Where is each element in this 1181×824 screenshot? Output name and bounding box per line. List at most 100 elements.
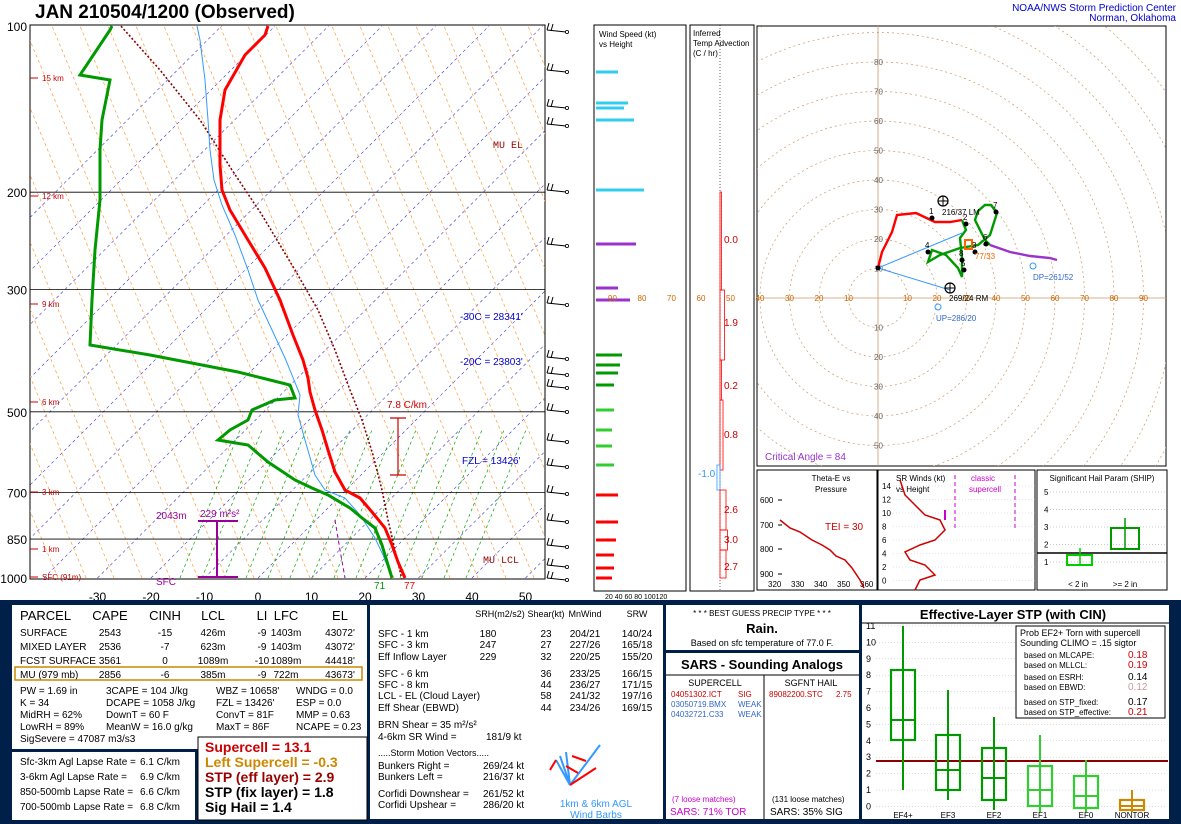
stp-row-value: 0.12 bbox=[1128, 682, 1148, 693]
wind-barb bbox=[546, 365, 570, 377]
wind-barb bbox=[546, 570, 570, 583]
thermo-param: FZL = 13426' bbox=[216, 698, 275, 709]
kin-cell: 227/26 bbox=[570, 640, 601, 651]
parcel-cell: 426m bbox=[200, 628, 225, 639]
theta-x-tick: 320 bbox=[768, 580, 782, 589]
advection-value: 3.0 bbox=[724, 535, 738, 546]
hod-point bbox=[972, 249, 978, 255]
wind-barb bbox=[546, 432, 570, 444]
hod-y-tick-neg: 20 bbox=[874, 353, 883, 362]
downdraft-trace bbox=[334, 519, 346, 579]
stp-row-label: based on ESRH: bbox=[1024, 673, 1084, 682]
parcel-cell: 1403m bbox=[271, 628, 302, 639]
parcel-cell: 3561 bbox=[99, 656, 122, 667]
hod-point-label: 5 bbox=[961, 259, 966, 268]
bunkers-left: Bunkers Left = bbox=[378, 772, 443, 783]
kin-layer: Eff Inflow Layer bbox=[378, 652, 447, 663]
hod-x-tick: 80 bbox=[638, 294, 647, 303]
kin-header: SRW bbox=[627, 609, 648, 619]
kin-cell: 169/15 bbox=[622, 703, 653, 714]
kin-layer: SFC - 8 km bbox=[378, 680, 429, 691]
theta-p-tick: 900 bbox=[760, 570, 774, 579]
stp-row-label: based on EBWD: bbox=[1024, 683, 1085, 692]
thermo-param: PW = 1.69 in bbox=[20, 686, 78, 697]
hod-point-label: 6 bbox=[983, 233, 988, 242]
hod-x-tick: 90 bbox=[1139, 294, 1148, 303]
parcel-cell: 2543 bbox=[99, 628, 122, 639]
cape-height-label: 2043m bbox=[156, 511, 187, 522]
parcel-cell: -15 bbox=[158, 628, 173, 639]
parcel-trace bbox=[119, 25, 403, 579]
thermo-param: K = 34 bbox=[20, 698, 50, 709]
kin-cell: 36 bbox=[540, 669, 552, 680]
thermo-param: SigSevere = 47087 m3/s3 bbox=[20, 734, 136, 745]
wind-panel-title2: vs Height bbox=[599, 40, 633, 49]
wind-barb bbox=[546, 182, 570, 194]
hod-point-label: 2 bbox=[963, 213, 968, 222]
kin-cell: 140/24 bbox=[622, 629, 653, 640]
m20c-label: -20C = 23803' bbox=[460, 357, 523, 368]
advection-bars: 0.0 1.9 0.2 0.8 -1.0 2.6 3.0 2.7 bbox=[698, 191, 738, 579]
composite-param: STP (fix layer) = 1.8 bbox=[205, 784, 334, 800]
wind-barb bbox=[546, 557, 570, 570]
hod-x-tick: 10 bbox=[903, 294, 912, 303]
advection-value: 0.2 bbox=[724, 381, 738, 392]
parcel-header: CINH bbox=[149, 608, 181, 623]
wetbulb-profile bbox=[196, 25, 393, 579]
hod-x-tick: 20 bbox=[815, 294, 824, 303]
kin-cell: 234/26 bbox=[570, 703, 601, 714]
kin-cell: 165/18 bbox=[622, 640, 653, 651]
advection-bar bbox=[719, 359, 722, 401]
temp-tick: 0 bbox=[255, 590, 262, 604]
lapse-label: Sfc-3km Agl Lapse Rate = bbox=[20, 757, 136, 768]
kin-cell: 247 bbox=[480, 640, 497, 651]
ship-x2: >= 2 in bbox=[1113, 580, 1137, 589]
parcel-table: PARCEL CAPE CINH LCL LI LFC EL SURFACE 2543 -15 42… bbox=[20, 608, 355, 681]
kinematic-table: SRH(m2/s2) Shear(kt) MnWind SRW SFC - 1 km 18… bbox=[378, 609, 653, 821]
hod-y-tick: 30 bbox=[874, 206, 883, 215]
stp-x-label: EF3 bbox=[941, 811, 956, 820]
kin-cell: 233/25 bbox=[570, 669, 601, 680]
adv-title2: Temp Advection bbox=[693, 39, 749, 48]
hod-x-tick: 80 bbox=[1110, 294, 1119, 303]
kin-layer: LCL - EL (Cloud Layer) bbox=[378, 691, 480, 702]
pressure-tick: 200 bbox=[7, 186, 27, 200]
srw-y-tick: 14 bbox=[882, 482, 891, 491]
parcel-header: EL bbox=[332, 608, 348, 623]
thermo-param: ESP = 0.0 bbox=[296, 698, 342, 709]
kin-cell: 155/20 bbox=[622, 652, 653, 663]
kin-cell: 197/16 bbox=[622, 691, 653, 702]
lapse-label: 700-500mb Lapse Rate = bbox=[20, 802, 133, 813]
precip-type: Rain. bbox=[746, 621, 778, 636]
hod-x-tick: 30 bbox=[962, 294, 971, 303]
brn-shear: BRN Shear = 35 m²/s² bbox=[378, 720, 477, 731]
parcel-cell: -9 bbox=[258, 628, 267, 639]
hod-x-tick: 30 bbox=[785, 294, 794, 303]
wind-barb bbox=[546, 512, 570, 525]
stp-x-label: EF1 bbox=[1033, 811, 1048, 820]
sars-sup-match: 04051302.ICT bbox=[671, 690, 722, 699]
wind-speed-panel: Wind Speed (kt) vs Height 20 40 60 80 10… bbox=[593, 24, 687, 601]
kin-cell: 180 bbox=[480, 629, 497, 640]
kin-cell: 236/27 bbox=[570, 680, 601, 691]
hod-x-tick: 50 bbox=[1021, 294, 1030, 303]
lapse-value: 6.1 C/km bbox=[140, 757, 180, 768]
hod-x-tick: 50 bbox=[726, 294, 735, 303]
wind-barbs bbox=[546, 22, 570, 583]
sars-loose1: (7 loose matches) bbox=[672, 795, 736, 804]
hod-point bbox=[929, 215, 935, 221]
hod-x-tick: 90 bbox=[608, 294, 617, 303]
hod-y-tick-neg: 10 bbox=[874, 324, 883, 333]
wind-barb bbox=[546, 22, 570, 34]
theta-p-tick: 700 bbox=[760, 521, 774, 530]
srw-title2: vs Height bbox=[896, 485, 930, 494]
precip-basis: Based on sfc temperature of 77.0 F. bbox=[691, 638, 834, 648]
wind-barb bbox=[546, 236, 570, 248]
kin-cell: 241/32 bbox=[570, 691, 601, 702]
stp-x-label: EF0 bbox=[1079, 811, 1094, 820]
theta-x-tick: 330 bbox=[791, 580, 805, 589]
stp-y-tick: 1 bbox=[866, 785, 871, 795]
hod-x-tick: 10 bbox=[844, 294, 853, 303]
